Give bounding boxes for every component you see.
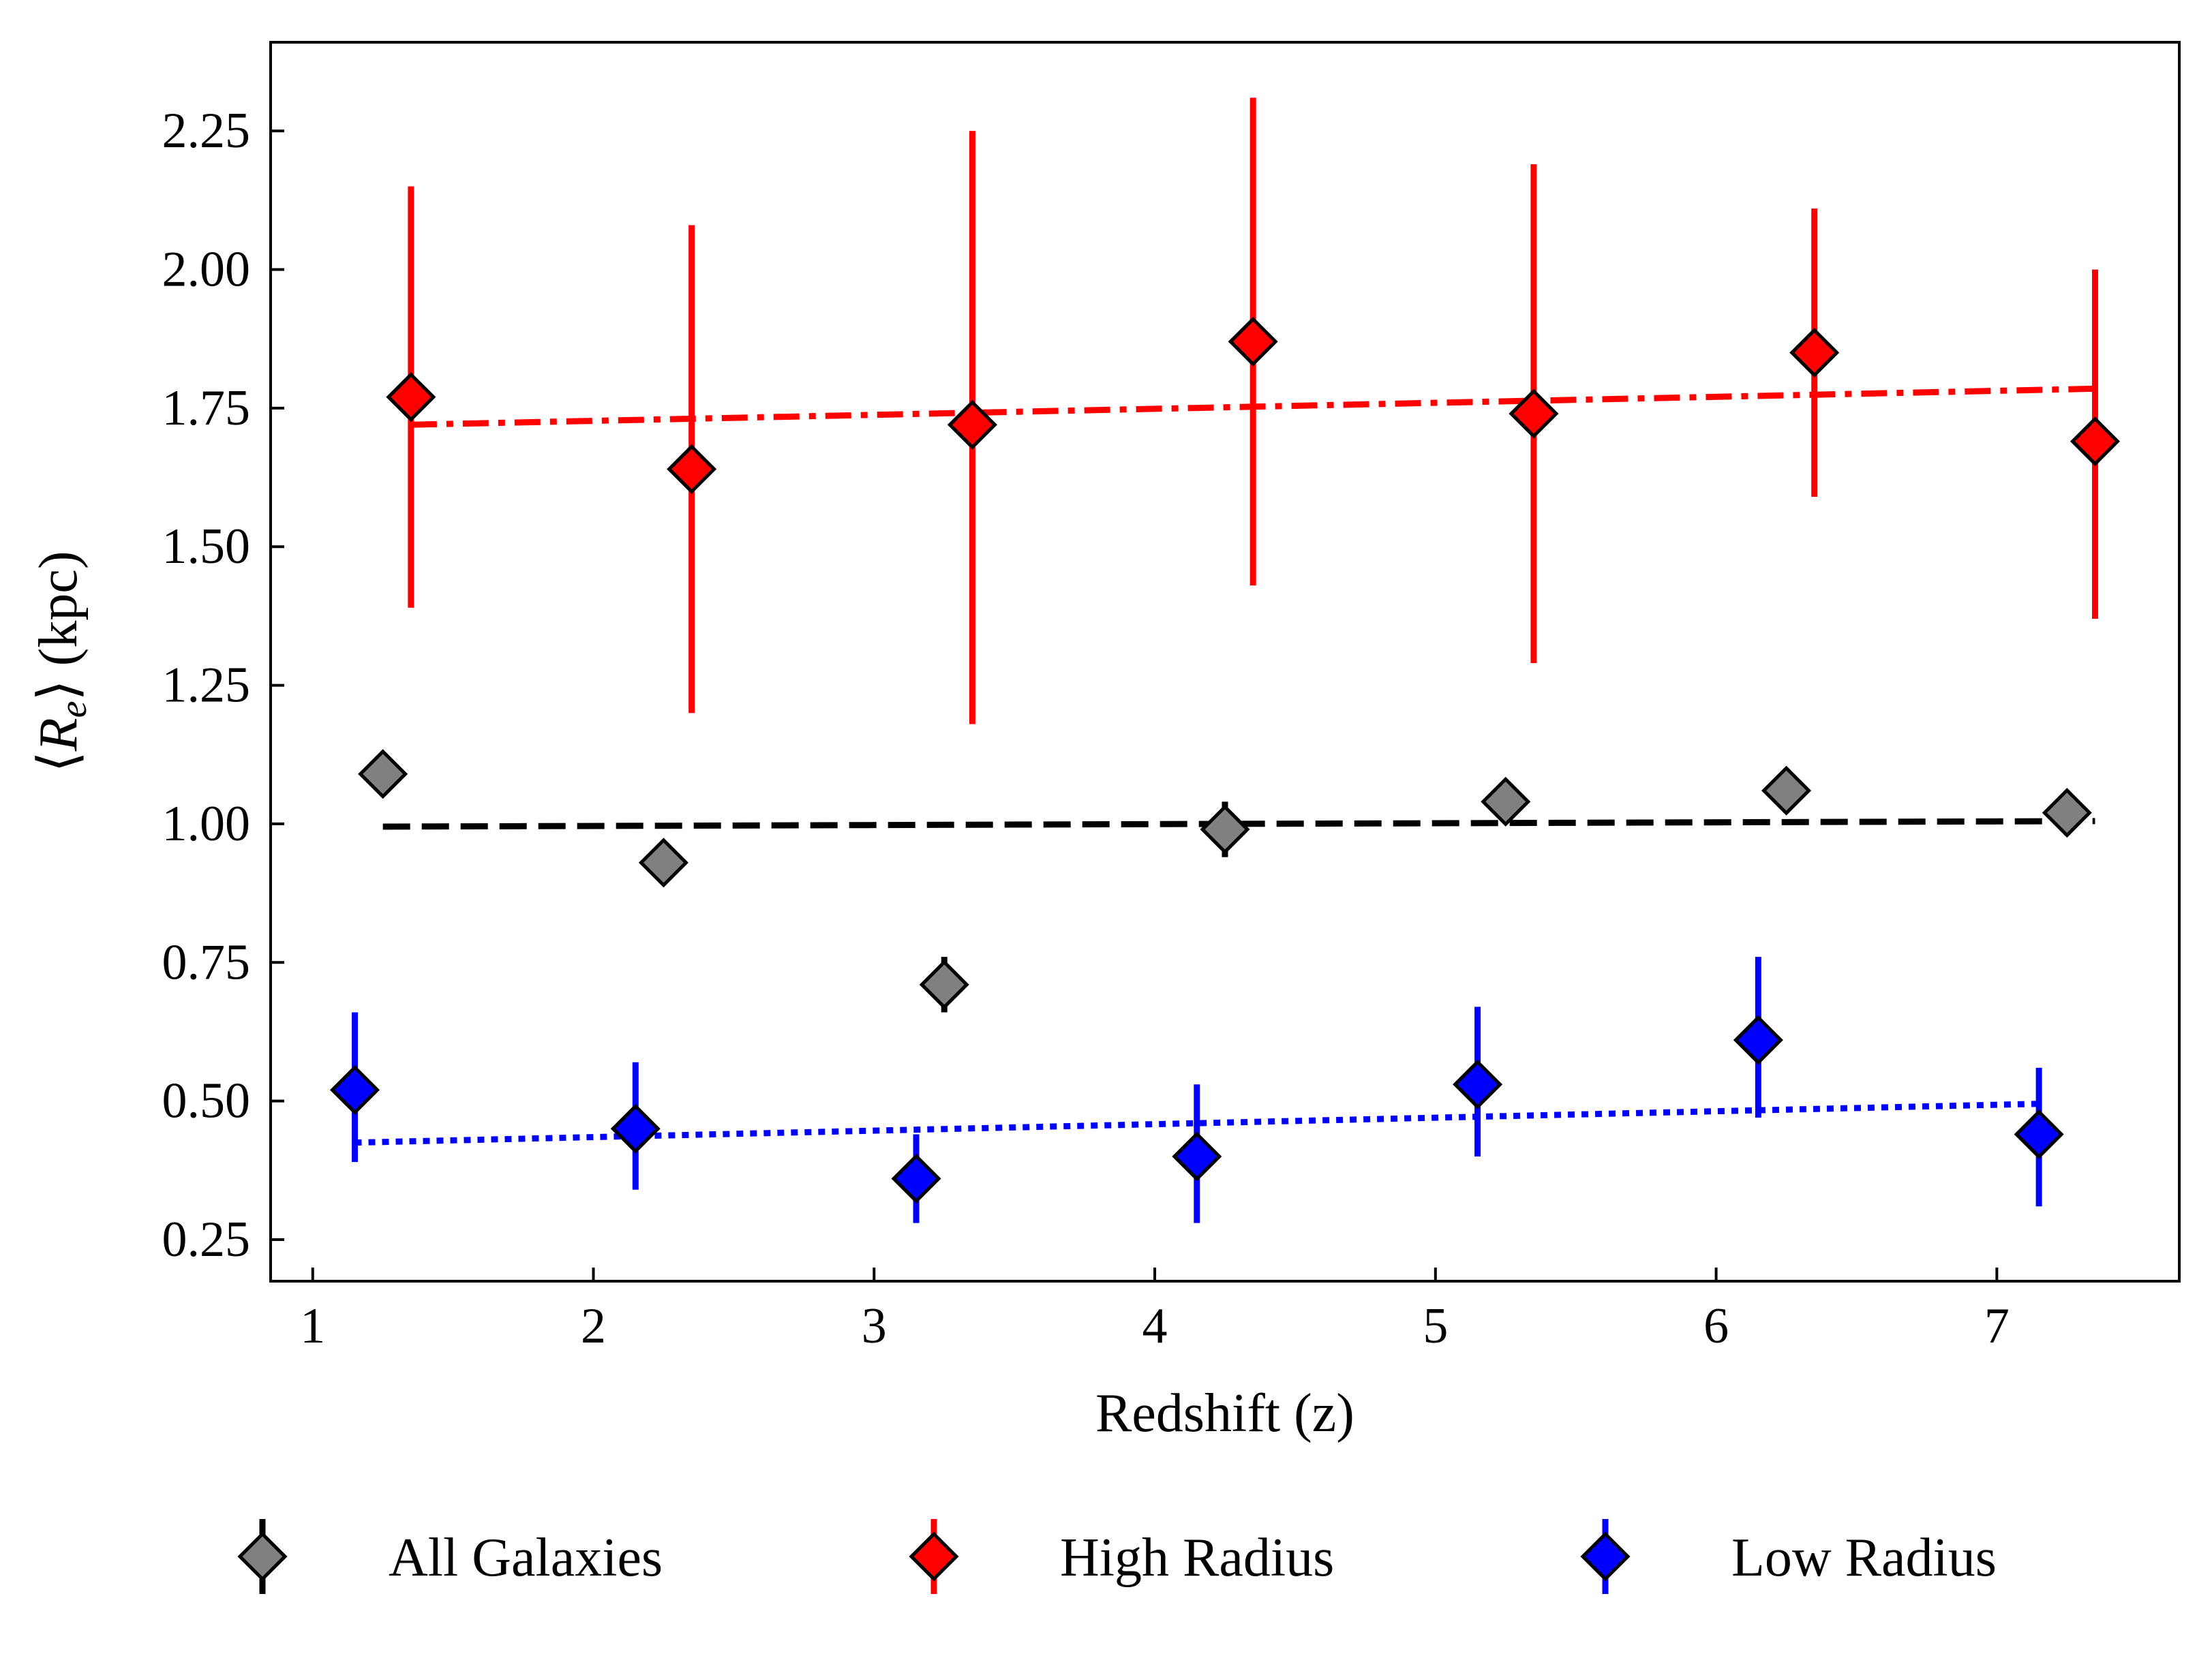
x-tick-label: 6	[1703, 1298, 1729, 1354]
legend-marker	[1580, 1531, 1631, 1582]
x-axis-title: Redshift (z)	[1095, 1383, 1354, 1443]
y-axis-title-unit: (kpc)	[29, 551, 89, 680]
y-axis-title-close-bracket: ⟩	[29, 679, 89, 701]
y-tick-label: 1.00	[162, 796, 251, 852]
series-layer	[329, 97, 2121, 1223]
data-point	[1733, 1015, 1783, 1065]
data-point	[2070, 416, 2121, 467]
data-point	[667, 444, 717, 494]
y-tick-label: 1.25	[162, 658, 251, 714]
data-point	[1481, 776, 1531, 827]
data-point	[638, 838, 689, 888]
legend-label: Low Radius	[1731, 1528, 1997, 1588]
data-point	[1453, 1059, 1503, 1109]
y-tick-label: 0.50	[162, 1073, 251, 1129]
x-tick-label: 1	[300, 1298, 325, 1354]
legend-item: All Galaxies	[237, 1519, 663, 1594]
y-tick-label: 0.75	[162, 934, 251, 990]
y-axis-title-subscript: e	[52, 701, 95, 718]
x-tick-label: 7	[1984, 1298, 2010, 1354]
legend-label: High Radius	[1060, 1528, 1334, 1588]
y-axis-title: ⟨Re⟩ (kpc)	[29, 551, 95, 773]
x-tick-label: 5	[1423, 1298, 1448, 1354]
y-tick-label: 1.50	[162, 519, 251, 574]
legend-item: High Radius	[909, 1519, 1334, 1594]
data-point	[358, 749, 408, 799]
data-point	[610, 1103, 661, 1154]
data-point	[2042, 788, 2092, 838]
data-point	[947, 399, 997, 450]
plot-area-frame	[269, 41, 2181, 1283]
y-tick-label: 2.00	[162, 242, 251, 298]
data-point	[2014, 1109, 2064, 1159]
legend-item: Low Radius	[1580, 1519, 1997, 1594]
x-axis: 1 2 3 4 5 6 7	[300, 1268, 2010, 1354]
x-tick-label: 4	[1142, 1298, 1168, 1354]
series-all-galaxies	[358, 749, 2095, 1013]
series-low-radius	[329, 957, 2064, 1223]
data-point	[1789, 327, 1840, 378]
data-point	[1200, 804, 1250, 855]
data-point	[329, 1064, 380, 1115]
x-tick-label: 2	[581, 1298, 606, 1354]
legend-label: All Galaxies	[389, 1528, 663, 1588]
data-point	[1761, 765, 1812, 816]
legend: All Galaxies High Radius Low Radius	[237, 1519, 1997, 1594]
y-tick-label: 1.75	[162, 380, 251, 436]
data-point	[919, 960, 969, 1010]
y-axis-title-symbol: R	[29, 718, 89, 752]
y-tick-label: 0.25	[162, 1212, 251, 1268]
data-point	[386, 372, 436, 423]
data-point	[1509, 388, 1559, 439]
x-tick-label: 3	[862, 1298, 887, 1354]
series-high-radius	[386, 97, 2121, 724]
data-point	[891, 1153, 941, 1204]
data-point	[1172, 1131, 1222, 1182]
y-tick-label: 2.25	[162, 103, 251, 159]
legend-marker	[909, 1531, 959, 1582]
y-axis-title-open-bracket: ⟨	[29, 751, 89, 772]
data-point	[1228, 316, 1278, 367]
y-axis: 0.25 0.50 0.75 1.00 1.25 1.50 1.75 2.00 2.25	[162, 103, 284, 1268]
legend-marker	[237, 1531, 288, 1582]
